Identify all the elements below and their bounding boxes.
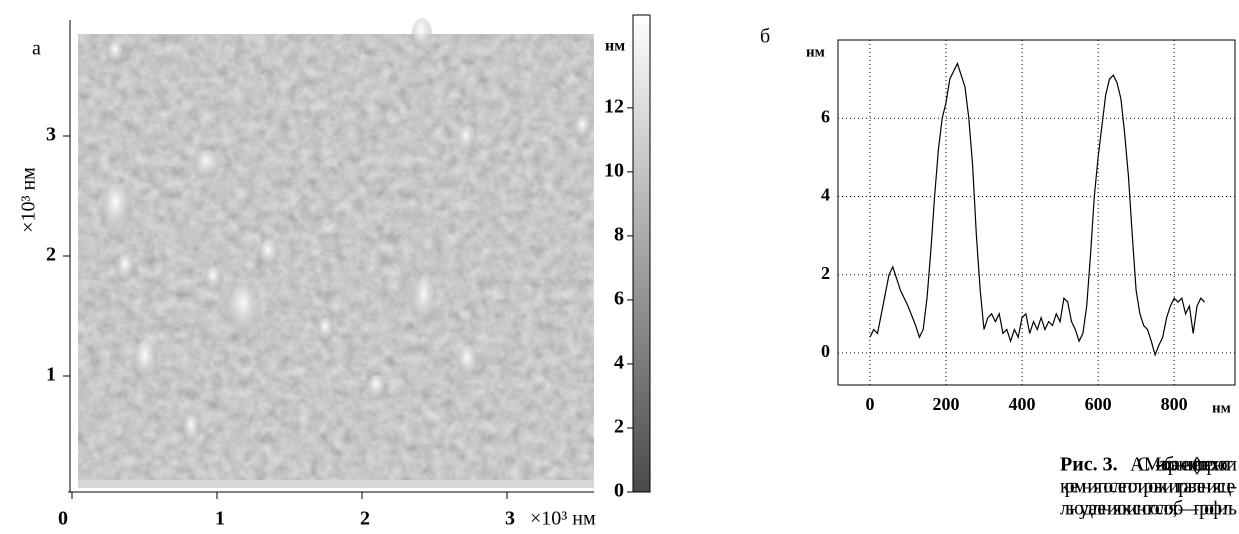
y-tick-label: 6 — [821, 106, 830, 126]
y-tick-label: 2 — [46, 244, 56, 266]
colorbar — [632, 14, 651, 493]
y-axis-label: ×10³ нм — [18, 167, 40, 233]
x-tick-label: 800 — [1161, 394, 1188, 414]
panel-label: б — [760, 26, 770, 48]
colorbar-tick-label: 12 — [604, 95, 624, 117]
y-tick-label: 1 — [46, 364, 56, 386]
caption-line: лью удаления окисного слоя; б — профиль — [1060, 498, 1237, 520]
caption-line: кремния после полировки и травления с це… — [1060, 476, 1237, 498]
x-tick-label: 1 — [215, 508, 225, 530]
panel-label: а — [32, 38, 41, 60]
x-tick-label: 400 — [1009, 394, 1036, 414]
caption-line: АСМ-изображение (а) поверхности — [1130, 454, 1237, 476]
colorbar-tick-label: 6 — [614, 288, 624, 310]
y-tick-label: 0 — [821, 341, 830, 361]
x-tick-label: 3 — [505, 508, 515, 530]
x-tick-label: 0 — [865, 394, 874, 414]
x-tick-label: 0 — [58, 508, 68, 530]
profile-line — [869, 61, 1206, 357]
x-axis-label: нм — [1212, 400, 1231, 416]
colorbar-label: нм — [605, 38, 625, 55]
y-tick-label: 4 — [821, 185, 830, 205]
x-axis-label: ×10³ нм — [530, 508, 596, 530]
y-axis-label: нм — [806, 44, 825, 60]
x-tick-label: 2 — [360, 508, 370, 530]
y-tick-label: 3 — [46, 124, 56, 146]
y-tick-label: 2 — [821, 263, 830, 283]
plot-frame — [837, 39, 1236, 386]
x-tick-label: 200 — [932, 394, 959, 414]
colorbar-tick-label: 10 — [604, 159, 624, 181]
afm-surface — [78, 18, 594, 488]
colorbar-tick-label: 8 — [614, 223, 624, 245]
colorbar-tick-label: 2 — [614, 416, 624, 438]
x-tick-label: 600 — [1085, 394, 1112, 414]
caption-label: Рис. 3. — [1060, 454, 1118, 476]
colorbar-tick-label: 0 — [614, 480, 624, 502]
colorbar-tick-label: 4 — [614, 352, 624, 374]
